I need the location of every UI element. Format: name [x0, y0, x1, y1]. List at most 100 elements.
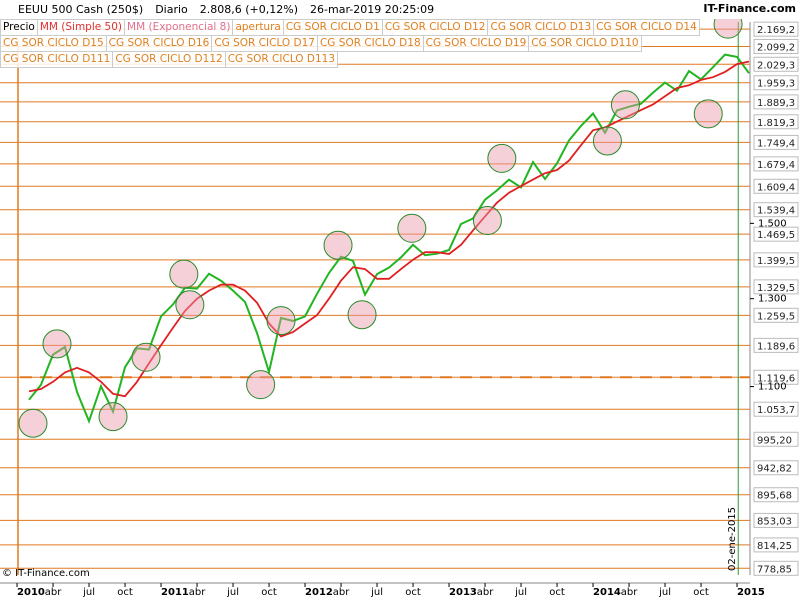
- level-label-box: [753, 537, 799, 553]
- level-label-box: [753, 279, 799, 295]
- cycle-marker: [347, 300, 377, 330]
- level-label: 1.053,7: [757, 405, 795, 416]
- level-label: 942,82: [757, 464, 792, 475]
- level-label: 1.889,3: [757, 98, 795, 109]
- x-tick-label: jul: [658, 587, 671, 598]
- cycle-marker: [246, 370, 276, 400]
- cycle-marker: [175, 290, 205, 320]
- x-tick-label: abr: [333, 587, 350, 598]
- level-label: 1.259,5: [757, 311, 795, 322]
- brand: IT-Finance.com: [703, 2, 796, 15]
- x-tick-label: oct: [117, 587, 133, 598]
- x-tick-label: jul: [82, 587, 95, 598]
- x-tick-label: jul: [514, 587, 527, 598]
- cycle-marker: [266, 306, 296, 336]
- level-label-box: [753, 114, 799, 130]
- x-tick-label: oct: [405, 587, 421, 598]
- level-label-box: [753, 487, 799, 503]
- legend-item: CG SOR CICLO D19: [422, 35, 530, 52]
- cycle-marker: [487, 143, 517, 173]
- cycle-marker: [131, 342, 161, 372]
- legend-item: CG SOR CICLO D14: [593, 19, 700, 36]
- level-label-box: [753, 431, 799, 447]
- x-tick-label: 2011: [161, 587, 189, 598]
- x-tick-label: oct: [693, 587, 709, 598]
- cycle-marker: [323, 230, 353, 260]
- series-line: [28, 60, 750, 398]
- legend-item: MM (Exponencial 8): [124, 19, 234, 36]
- legend-item: CG SOR CICLO D113: [224, 51, 339, 68]
- timestamp: 26-mar-2019 20:25:09: [310, 3, 435, 16]
- level-label-box: [753, 226, 799, 242]
- header: EEUU 500 Cash (250$) Diario 2.808,6 (+0,…: [0, 0, 800, 19]
- level-label-box: [753, 134, 799, 150]
- x-tick-label: oct: [261, 587, 277, 598]
- cycle-marker: [592, 126, 622, 156]
- level-label-box: [753, 401, 799, 417]
- legend-item: CG SOR CICLO D13: [487, 19, 595, 36]
- x-tick-label: abr: [189, 587, 206, 598]
- x-tick-label: jul: [226, 587, 239, 598]
- level-label-box: [753, 156, 799, 172]
- level-label: 1.749,4: [757, 138, 795, 149]
- legend-item: CG SOR CICLO D110: [528, 35, 642, 52]
- x-tick-label: 2015: [737, 587, 765, 598]
- cycle-marker: [18, 408, 48, 438]
- level-label: 2.099,2: [757, 42, 795, 53]
- level-label: 853,03: [757, 516, 792, 527]
- period: Diario: [155, 3, 188, 16]
- level-label: 1.329,5: [757, 283, 795, 294]
- level-label: 2.169,2: [757, 25, 795, 36]
- x-tick-label: abr: [45, 587, 62, 598]
- x-tick-label: abr: [621, 587, 638, 598]
- level-label: 1.959,3: [757, 79, 795, 90]
- legend-item: CG SOR CICLO D111: [0, 51, 114, 68]
- x-tick-label: oct: [549, 587, 565, 598]
- x-tick-label: jul: [370, 587, 383, 598]
- level-label: 814,25: [757, 541, 792, 552]
- level-label: 778,85: [757, 564, 792, 575]
- legend-item: CG SOR CICLO D15: [0, 35, 107, 52]
- x-tick-label: 2014: [593, 587, 621, 598]
- legend-item: MM (Simple 50): [36, 19, 126, 36]
- y-tick-label: 1.500: [758, 218, 787, 229]
- legend: Precio MM (Simple 50) MM (Exponencial 8) ap…: [0, 19, 752, 68]
- legend-item: CG SOR CICLO D112: [112, 51, 226, 68]
- x-tick-label: abr: [477, 587, 494, 598]
- cycle-marker: [472, 206, 502, 236]
- legend-item: Precio: [0, 19, 38, 36]
- series-line: [28, 53, 750, 425]
- instrument: EEUU 500 Cash (250$): [18, 3, 144, 16]
- level-label: 1.819,3: [757, 118, 795, 129]
- cycle-marker: [98, 402, 128, 432]
- legend-item: CG SOR CICLO D18: [316, 35, 424, 52]
- level-label-box: [753, 307, 799, 323]
- y-tick-label: 1.300: [758, 294, 787, 305]
- level-label-box: [753, 75, 799, 91]
- level-label: 1.539,4: [757, 206, 795, 217]
- level-label-box: [753, 21, 799, 37]
- level-label-box: [753, 38, 799, 54]
- level-label: 1.679,4: [757, 160, 795, 171]
- x-tick-label: 2013: [449, 587, 477, 598]
- level-label-box: [753, 252, 799, 268]
- legend-item: CG SOR CICLO D17: [211, 35, 318, 52]
- level-label-box: [753, 512, 799, 528]
- level-label-box: [753, 560, 799, 576]
- quote: 2.808,6 (+0,12%): [199, 3, 299, 16]
- level-label: 1.399,5: [757, 256, 795, 267]
- cycle-marker: [693, 99, 723, 129]
- x-tick-label: 2012: [305, 587, 333, 598]
- level-label-box: [753, 337, 799, 353]
- level-label: 995,20: [757, 435, 792, 446]
- level-label: 1.469,5: [757, 230, 795, 241]
- x-tick-label: 2010: [17, 587, 45, 598]
- level-label-box: [753, 56, 799, 72]
- level-label: 1.609,4: [757, 182, 795, 193]
- level-label: 2.029,3: [757, 60, 795, 71]
- legend-item: CG SOR CICLO D12: [381, 19, 489, 36]
- level-label: 895,68: [757, 491, 792, 502]
- level-label-box: [753, 202, 799, 218]
